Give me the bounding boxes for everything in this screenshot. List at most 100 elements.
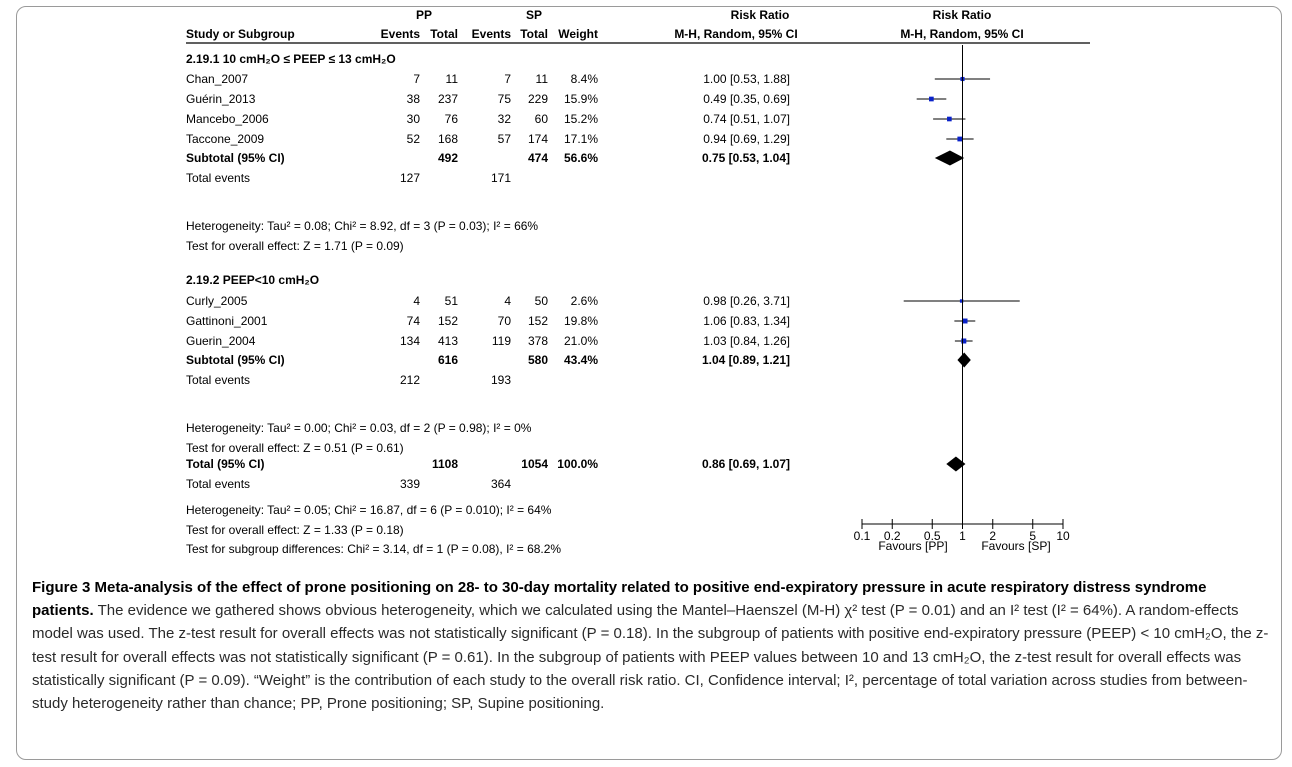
risk-ratio-ci-cell: 1.03 [0.84, 1.26] — [703, 334, 790, 348]
sp-total-cell: 229 — [528, 92, 548, 106]
sp-total-cell: 474 — [528, 151, 548, 165]
overall-effect-subgroup-1: Test for overall effect: Z = 1.71 (P = 0… — [186, 239, 404, 253]
x-tick-label: 0.5 — [924, 529, 941, 543]
group-pp-label: PP — [416, 8, 432, 22]
sp-events-cell: 75 — [498, 92, 512, 106]
risk-ratio-ci-cell: 0.75 [0.53, 1.04] — [702, 151, 790, 165]
row-label: Gattinoni_2001 — [186, 314, 268, 328]
col-events-pp-header: Events — [381, 27, 421, 41]
sp-total-cell: 50 — [535, 294, 549, 308]
weight-cell: 2.6% — [571, 294, 599, 308]
subgroup-1-title: 2.19.1 10 cmH₂O ≤ PEEP ≤ 13 cmH₂O — [186, 52, 396, 66]
point-estimate-square — [947, 116, 952, 122]
sp-events-cell: 193 — [491, 373, 511, 387]
risk-ratio-ci-cell: 0.86 [0.69, 1.07] — [702, 457, 790, 471]
pp-total-cell: 237 — [438, 92, 458, 106]
x-tick-label: 0.2 — [884, 529, 901, 543]
sp-events-cell: 57 — [498, 132, 512, 146]
x-tick-label: 0.1 — [854, 529, 871, 543]
heterogeneity-subgroup-2: Heterogeneity: Tau² = 0.00; Chi² = 0.03,… — [186, 421, 532, 435]
col-weight-header: Weight — [558, 27, 598, 41]
pp-total-cell: 413 — [438, 334, 458, 348]
pooled-diamond — [934, 150, 965, 166]
row-label: Subtotal (95% CI) — [186, 151, 285, 165]
figure-frame — [16, 6, 1282, 760]
pp-events-cell: 134 — [400, 334, 420, 348]
weight-cell: 8.4% — [571, 72, 599, 86]
pp-events-cell: 339 — [400, 477, 420, 491]
pp-events-cell: 127 — [400, 171, 420, 185]
row-label: Curly_2005 — [186, 294, 248, 308]
overall-effect-subgroup-2: Test for overall effect: Z = 0.51 (P = 0… — [186, 441, 404, 455]
sp-total-cell: 1054 — [521, 457, 548, 471]
weight-cell: 17.1% — [564, 132, 598, 146]
caption-title: Figure 3 Meta-analysis of the effect of … — [32, 579, 1207, 620]
risk-ratio-ci-cell: 0.49 [0.35, 0.69] — [703, 92, 790, 106]
forest-marks: 0.1 0.2 0.5 1 2 5 10 — [854, 45, 1070, 543]
pp-total-cell: 616 — [438, 353, 458, 367]
pp-events-cell: 212 — [400, 373, 420, 387]
sp-events-cell: 4 — [504, 294, 511, 308]
pp-total-cell: 492 — [438, 151, 458, 165]
risk-ratio-ci-cell: 0.94 [0.69, 1.29] — [703, 132, 790, 146]
col-total-sp-header: Total — [520, 27, 548, 41]
row-label: Subtotal (95% CI) — [186, 353, 285, 367]
sp-total-cell: 580 — [528, 353, 548, 367]
point-estimate-square — [961, 338, 967, 344]
row-label: Total (95% CI) — [186, 457, 264, 471]
figure-caption: Figure 3 Meta-analysis of the effect of … — [32, 576, 1270, 715]
pp-events-cell: 38 — [407, 92, 421, 106]
pp-total-cell: 11 — [446, 72, 459, 86]
weight-cell: 56.6% — [564, 151, 598, 165]
sp-events-cell: 32 — [498, 112, 512, 126]
sp-events-cell: 119 — [492, 334, 511, 348]
sp-events-cell: 70 — [498, 314, 512, 328]
sp-events-cell: 7 — [504, 72, 511, 86]
pp-events-cell: 74 — [407, 314, 421, 328]
sp-total-cell: 11 — [536, 72, 549, 86]
row-label: Chan_2007 — [186, 72, 248, 86]
pp-total-cell: 1108 — [432, 457, 458, 471]
col-total-pp-header: Total — [430, 27, 458, 41]
overall-effect-total: Test for overall effect: Z = 1.33 (P = 0… — [186, 523, 404, 537]
pp-total-cell: 51 — [445, 294, 459, 308]
risk-ratio-header-right: Risk Ratio — [933, 8, 992, 22]
forest-plot: PP SP Risk Ratio Risk Ratio Study or Sub… — [186, 8, 1090, 556]
x-tick-label: 10 — [1056, 529, 1070, 543]
risk-ratio-header-left: Risk Ratio — [731, 8, 790, 22]
subgroup-differences-test: Test for subgroup differences: Chi² = 3.… — [186, 542, 561, 556]
col-events-sp-header: Events — [472, 27, 512, 41]
pooled-diamond — [946, 456, 966, 472]
col-study-header: Study or Subgroup — [186, 27, 295, 41]
pp-total-cell: 152 — [438, 314, 458, 328]
risk-ratio-ci-cell: 0.98 [0.26, 3.71] — [703, 294, 790, 308]
row-label: Taccone_2009 — [186, 132, 264, 146]
row-label: Guérin_2013 — [186, 92, 256, 106]
point-estimate-square — [959, 299, 964, 303]
row-label: Guerin_2004 — [186, 334, 256, 348]
group-sp-label: SP — [526, 8, 542, 22]
weight-cell: 15.2% — [564, 112, 598, 126]
weight-cell: 19.8% — [564, 314, 598, 328]
sp-total-cell: 60 — [535, 112, 549, 126]
x-tick-label: 5 — [1029, 529, 1036, 543]
sp-events-cell: 364 — [491, 477, 511, 491]
weight-cell: 43.4% — [564, 353, 598, 367]
point-estimate-square — [929, 96, 934, 102]
risk-ratio-ci-cell: 1.00 [0.53, 1.88] — [703, 72, 790, 86]
pp-total-cell: 168 — [438, 132, 458, 146]
pp-events-cell: 4 — [413, 294, 420, 308]
heterogeneity-total: Heterogeneity: Tau² = 0.05; Chi² = 16.87… — [186, 503, 552, 517]
sp-total-cell: 152 — [528, 314, 548, 328]
favours-sp-label: Favours [SP] — [981, 539, 1050, 553]
pooled-diamond — [957, 352, 971, 368]
row-label: Total events — [186, 171, 250, 185]
weight-cell: 15.9% — [564, 92, 598, 106]
pp-events-cell: 30 — [407, 112, 421, 126]
risk-ratio-ci-cell: 0.74 [0.51, 1.07] — [703, 112, 790, 126]
point-estimate-square — [962, 318, 968, 324]
x-tick-label: 2 — [989, 529, 996, 543]
risk-ratio-ci-cell: 1.06 [0.83, 1.34] — [703, 314, 790, 328]
col-method-left-header: M-H, Random, 95% CI — [674, 27, 797, 41]
point-estimate-square — [957, 136, 963, 142]
